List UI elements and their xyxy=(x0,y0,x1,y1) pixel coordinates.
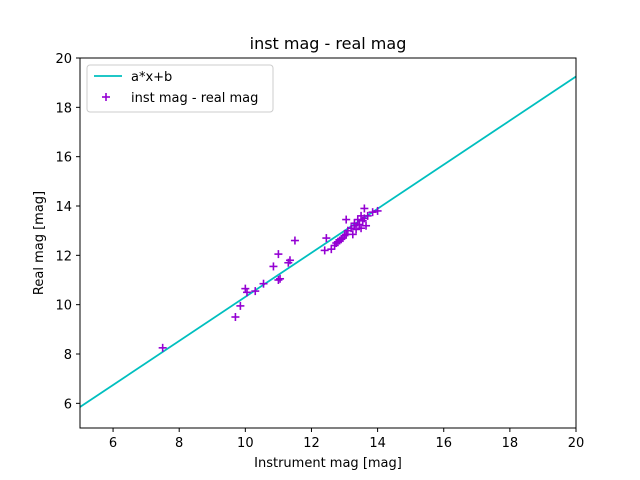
fit-line xyxy=(79,75,577,408)
data-point xyxy=(259,279,268,288)
x-tick-label: 16 xyxy=(435,436,452,451)
y-axis-label: Real mag [mag] xyxy=(32,191,47,295)
x-tick-label: 14 xyxy=(369,436,386,451)
y-tick-label: 20 xyxy=(55,52,72,67)
data-point xyxy=(236,301,245,310)
data-point xyxy=(320,246,329,255)
x-tick-label: 18 xyxy=(502,436,519,451)
y-tick-label: 6 xyxy=(64,397,72,412)
x-axis-label: Instrument mag [mag] xyxy=(254,456,402,471)
data-point xyxy=(290,236,299,245)
data-point xyxy=(362,221,371,230)
data-point xyxy=(363,211,372,220)
data-point xyxy=(241,284,250,293)
y-tick-label: 10 xyxy=(55,299,72,314)
data-point xyxy=(357,224,366,233)
legend-marker-swatch xyxy=(102,93,110,101)
data-point xyxy=(242,288,251,297)
y-tick-label: 16 xyxy=(55,151,72,166)
y-tick-label: 14 xyxy=(55,200,72,215)
data-point xyxy=(352,225,361,234)
data-point xyxy=(360,204,369,213)
data-point xyxy=(322,234,331,243)
plot-area xyxy=(79,75,577,408)
plot-frame xyxy=(79,57,577,429)
data-point xyxy=(276,274,285,283)
legend-label-scatter: inst mag - real mag xyxy=(131,91,258,106)
data-point xyxy=(274,250,283,259)
x-tick-label: 12 xyxy=(303,436,320,451)
y-tick-label: 18 xyxy=(55,101,72,116)
y-tick-label: 12 xyxy=(55,249,72,264)
data-point xyxy=(368,208,377,217)
data-point xyxy=(231,313,240,321)
x-tick-label: 20 xyxy=(568,436,585,451)
data-point xyxy=(342,215,351,224)
x-tick-label: 6 xyxy=(109,436,117,451)
data-point xyxy=(285,256,294,265)
x-tick-label: 8 xyxy=(175,436,183,451)
legend-label-fit: a*x+b xyxy=(131,70,172,85)
data-point xyxy=(348,230,357,239)
data-point xyxy=(251,287,260,296)
legend-box xyxy=(86,64,274,113)
data-point xyxy=(269,262,278,271)
data-point xyxy=(340,231,349,240)
data-point xyxy=(373,206,382,215)
chart-title: inst mag - real mag xyxy=(250,34,407,53)
y-tick-label: 8 xyxy=(64,348,72,363)
x-tick-label: 10 xyxy=(237,436,254,451)
axis-ticks: 6 8 10 12 14 16 18 20 6 8 10 12 14 16 18 20 xyxy=(55,52,584,451)
data-point xyxy=(158,343,167,352)
legend: a*x+b inst mag - real mag xyxy=(86,64,274,113)
data-point xyxy=(274,276,283,284)
